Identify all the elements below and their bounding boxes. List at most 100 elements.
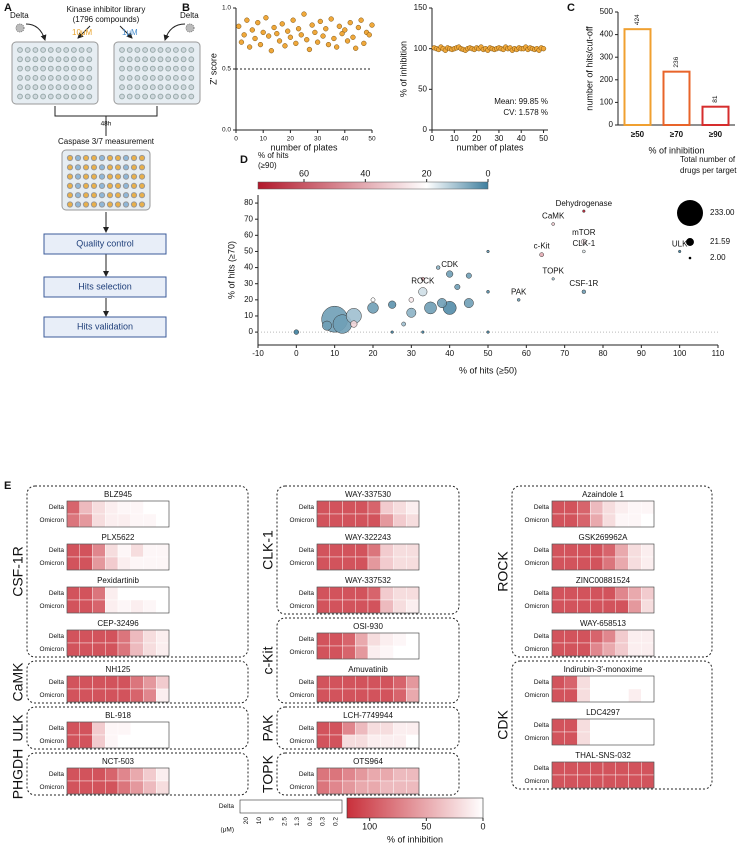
well (130, 182, 138, 189)
well (106, 164, 114, 171)
point (265, 33, 272, 39)
y-tick-label: 0 (609, 120, 614, 129)
legend-frame (239, 799, 343, 814)
heatmap-cell (628, 513, 642, 528)
well (74, 192, 82, 199)
y-tick-label: 400 (600, 30, 614, 39)
well (63, 56, 70, 63)
row-label: Delta (534, 547, 550, 554)
heatmap-cell (577, 718, 591, 733)
bubble (293, 329, 299, 335)
heatmap-frame (66, 767, 170, 795)
well (138, 173, 146, 180)
well (180, 75, 187, 81)
y-tick-label: 50 (244, 247, 253, 256)
heatmap-cell (316, 500, 330, 515)
y-tick-label: 1.0 (222, 5, 231, 12)
step-label: Hits selection (78, 281, 132, 291)
well (74, 173, 82, 180)
well (78, 75, 85, 81)
group-box (276, 617, 460, 704)
heatmap-cell (551, 774, 565, 789)
point (325, 41, 332, 48)
heatmap-cell (641, 761, 655, 776)
heatmap-cell (92, 767, 106, 782)
compound-name: Indirubin-3′-monoxime (564, 665, 643, 674)
heatmap-cell (551, 688, 565, 703)
heatmap-cell (105, 586, 119, 601)
well (32, 47, 39, 53)
heatmap-cell (79, 780, 93, 795)
heatmap-cell (406, 586, 420, 601)
well (122, 182, 130, 189)
heatmap-cell (316, 767, 330, 782)
heatmap-cell (156, 599, 170, 614)
well (17, 47, 23, 53)
heatmap-cell (355, 767, 369, 782)
group-box (511, 485, 713, 658)
heatmap-cell (641, 513, 655, 528)
heatmap-cell (602, 675, 616, 690)
heatmap-cell (66, 675, 80, 690)
well (157, 93, 164, 100)
well (47, 56, 54, 63)
well (126, 47, 133, 53)
heatmap-cell (551, 731, 565, 746)
bubble (406, 307, 417, 318)
row-label: Omicron (289, 603, 314, 610)
heatmap-cell (329, 599, 343, 614)
compound-name: BL-918 (105, 711, 131, 720)
row-label: Omicron (289, 692, 314, 699)
heatmap-cell (380, 688, 394, 703)
heatmap-cell (105, 500, 119, 515)
point (309, 22, 315, 28)
heatmap-cell (367, 780, 381, 795)
well (17, 75, 23, 81)
x-axis-label: % of hits (≥50) (459, 365, 517, 375)
heatmap-frame (316, 500, 420, 528)
point (306, 46, 313, 53)
well (134, 56, 141, 63)
heatmap-cell (590, 586, 604, 601)
well (114, 154, 122, 162)
row-label: Delta (299, 590, 315, 597)
bubble (463, 298, 474, 308)
well (165, 75, 172, 81)
heatmap-frame (551, 500, 655, 528)
well (188, 75, 195, 81)
bubble-label: TOPK (542, 267, 564, 276)
row-label: Omicron (524, 735, 549, 742)
well (66, 201, 74, 208)
bubble-label: Dehydrogenase (556, 199, 613, 208)
heatmap-cell (602, 500, 616, 515)
heatmap-cell (143, 675, 157, 690)
heatmap-cell (628, 500, 642, 515)
heatmap-cell (393, 675, 407, 690)
heatmap-cell (143, 513, 157, 528)
well (98, 201, 106, 208)
heatmap-cell (590, 675, 604, 690)
bubble (388, 300, 397, 309)
x-tick-label: 10 (450, 134, 459, 143)
y-axis-label: % of inhibition (398, 41, 408, 97)
heatmap-cell (641, 688, 655, 703)
heatmap-cell (66, 586, 80, 601)
well (165, 65, 172, 72)
well (86, 84, 93, 91)
heatmap-cell (105, 642, 119, 657)
heatmap-cell (602, 629, 616, 644)
y-tick-label: 20 (244, 295, 253, 304)
y-axis-label: Z' score (208, 53, 218, 85)
x-tick-label: ≥90 (709, 130, 723, 139)
heatmap-cell (641, 642, 655, 657)
heatmap-cell (105, 675, 119, 690)
heatmap-cell (367, 599, 381, 614)
well (126, 65, 133, 72)
heatmap-cell (117, 688, 131, 703)
row-label: Omicron (39, 517, 64, 524)
heatmap-cell (393, 513, 407, 528)
point (355, 24, 362, 31)
group-label: ULK (10, 714, 26, 742)
heatmap-cell (355, 599, 369, 614)
heatmap-cell (316, 599, 330, 614)
